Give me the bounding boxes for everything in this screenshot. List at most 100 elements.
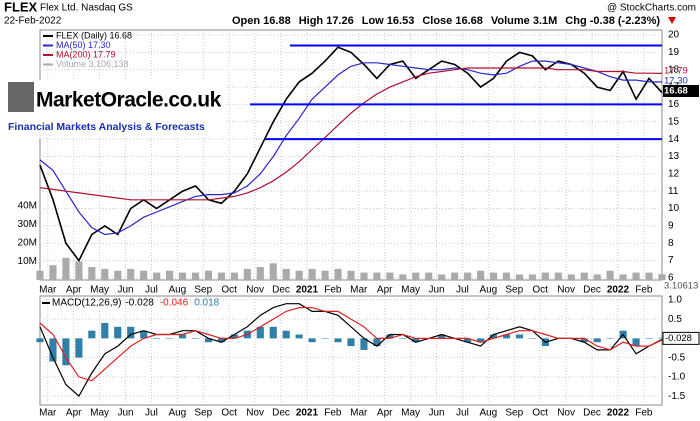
bar: [593, 274, 601, 280]
bar: [49, 338, 57, 362]
x-tick-label: Dec: [272, 408, 290, 419]
y-tick-label: 16: [668, 99, 680, 110]
y-tick-label: 7: [668, 255, 674, 266]
line: [39, 60, 662, 236]
x-tick-label: Apr: [66, 285, 82, 296]
bar: [554, 272, 562, 280]
credit: @ StockCharts.com: [607, 3, 696, 14]
x-tick-label: Apr: [66, 408, 82, 419]
bar: [269, 326, 277, 339]
bar: [166, 270, 174, 280]
x-tick-label: Jun: [117, 408, 133, 419]
line: [39, 67, 663, 201]
bar: [632, 338, 640, 347]
y-tick-label: 15: [668, 116, 680, 127]
last-value: 16.68: [664, 86, 688, 97]
bar: [243, 268, 251, 280]
bar: [204, 270, 213, 280]
down-arrow: [668, 17, 677, 24]
x-tick-label: Nov: [246, 408, 264, 419]
x-tick-label: Jun: [428, 285, 444, 296]
bar: [256, 326, 264, 339]
x-tick-label: Feb: [324, 285, 342, 296]
bar: [373, 338, 381, 347]
last-value-box: [662, 331, 700, 345]
y-tick-label: 8: [668, 238, 674, 249]
x-tick-label: Jul: [145, 408, 158, 419]
x-tick-label: Apr: [377, 408, 393, 419]
x-tick-label: Oct: [221, 285, 237, 296]
x-tick-label: Oct: [532, 285, 548, 296]
x-tick-label: 2021: [296, 285, 319, 296]
bar: [567, 274, 575, 280]
x-tick-label: Aug: [479, 408, 497, 419]
y-tick-label: 6: [668, 273, 674, 284]
logo-subtitle: Financial Markets Analysis & Forecasts: [8, 121, 205, 133]
bar: [204, 338, 213, 343]
bar: [477, 270, 485, 280]
logo-title: MarketOracle.co.uk: [36, 89, 222, 112]
x-tick-label: Dec: [272, 285, 290, 296]
x-tick-label: Aug: [168, 285, 186, 296]
bar: [62, 257, 70, 280]
bar: [282, 268, 290, 280]
quote-item: High 17.26: [299, 15, 354, 27]
bar: [101, 268, 109, 280]
x-tick-label: Jul: [456, 408, 469, 419]
x-tick-label: Mar: [350, 285, 368, 296]
bar: [619, 274, 627, 280]
y-tick-label: 14: [668, 134, 680, 145]
x-tick-label: Aug: [168, 408, 186, 419]
bar: [153, 338, 161, 339]
bar: [269, 263, 277, 280]
logo-icon: [8, 82, 34, 112]
plot: Mar Apr May Jun Jul Aug Sep Oct Nov Dec 2021 Feb Mar…: [18, 30, 700, 419]
bar: [464, 338, 472, 343]
macd-legend-value: -0.028: [125, 298, 154, 309]
bar: [464, 272, 472, 280]
bar: [360, 272, 368, 280]
x-tick-label: Aug: [479, 285, 497, 296]
x-tick-label: Dec: [583, 408, 601, 419]
bar: [127, 268, 135, 280]
legend-label: MA(50) 17.30: [56, 40, 111, 50]
x-tick-label: Nov: [557, 285, 575, 296]
y-tick-label: 10: [668, 203, 680, 214]
legend-label: FLEX (Daily) 16.68: [56, 30, 132, 40]
date: 22-Feb-2022: [4, 16, 62, 27]
x-tick-label: 2022: [607, 408, 630, 419]
quote-item: Close 16.68: [422, 15, 483, 27]
legend-label: MA(200) 17.79: [56, 49, 116, 59]
x-tick-label: Feb: [635, 285, 653, 296]
symbol: FLEX: [4, 0, 38, 14]
quote-item: Low 16.53: [362, 15, 415, 27]
last-value-box: [663, 85, 699, 97]
legend-label: Volume 3,106,138: [56, 59, 129, 69]
y-tick-label: 1.0: [668, 294, 682, 305]
line: [39, 307, 663, 382]
y-tick-label: -0.5: [668, 352, 686, 363]
bar: [88, 267, 96, 280]
y-tick-label: -1.5: [668, 391, 686, 402]
bar: [178, 334, 187, 339]
macd-legend-value: -0.046: [160, 298, 189, 309]
bar: [658, 337, 666, 339]
bar: [489, 272, 498, 280]
bar: [645, 272, 653, 280]
y-tick-label: -1.0: [668, 372, 686, 383]
bar: [140, 330, 148, 339]
x-tick-label: Jun: [117, 285, 133, 296]
x-tick-label: Sep: [505, 408, 523, 419]
x-tick-label: 2021: [296, 408, 319, 419]
bar: [75, 261, 83, 280]
bar: [412, 338, 420, 343]
bar: [178, 272, 187, 280]
bar: [334, 268, 342, 280]
bar: [191, 272, 200, 280]
bar: [88, 330, 96, 339]
bar: [230, 272, 238, 280]
bar: [632, 272, 640, 280]
bar: [75, 338, 83, 358]
bar: [502, 334, 511, 339]
